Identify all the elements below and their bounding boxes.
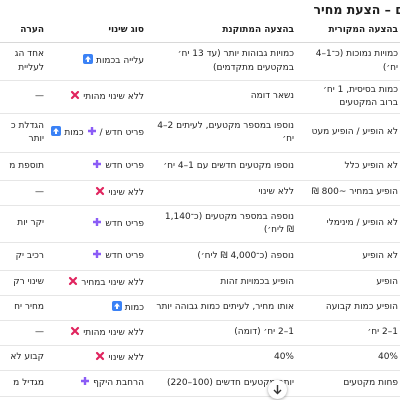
row: לא הופיע / מינימלי נוספה במספר מקטעים (כ…	[0, 205, 400, 243]
row: לא הופיע כלל נוספו מקטעים חדשים עם 1–4 י…	[0, 152, 400, 181]
cell: נוספה במספר מקטעים (כ־1,140 ₪ ליח׳)	[150, 205, 300, 243]
icon-x	[68, 276, 78, 286]
cell: ללא שינוי במחיר	[48, 270, 150, 296]
cell: 40%	[300, 345, 400, 371]
cell: מחיר יח	[0, 295, 48, 321]
row: לא הופיע נוספה (כ־4,000 ₪ ליח׳) פריט חדש…	[0, 242, 400, 271]
column-header: בהצעה המתוקנת	[150, 20, 300, 43]
row: 1–2 יח׳ 1–2 יח׳ (דומה) ללא שינוי מהותי —	[0, 320, 400, 346]
header-row: בהצעה המקורית בהצעה המתוקנת סוג שינוי הע…	[0, 20, 400, 43]
cell: פריט חדש	[48, 205, 150, 243]
cell: נוספו במספר מקטעים, לעיתים 2–4 יח׳	[150, 113, 300, 153]
cell: יקר יות	[0, 205, 48, 243]
row: הופיע כמות קבועה אותו מחיר, לעיתים כמות …	[0, 295, 400, 321]
cell: כמות בסיסית, 1 יח׳ ברוב המקטעים	[300, 80, 400, 114]
cell: כמויות נמוכות (כ־1–4 יח׳)	[300, 42, 400, 81]
row: הופיע הופיע בכמויות זהות ללא שינוי במחיר…	[0, 270, 400, 296]
change-text: ללא שינוי	[108, 187, 144, 198]
cell: הרחבת היקף	[48, 370, 150, 397]
column-header: הערה	[0, 20, 48, 43]
cell: לא הופיע / הופיע מעט	[300, 113, 400, 153]
change-text: כמות	[64, 127, 84, 138]
icon-x	[70, 326, 80, 336]
cell: אותו מחיר, לעיתים כמות גבוהה יותר	[150, 295, 300, 321]
cell: נוספה (כ־4,000 ₪ ליח׳)	[150, 242, 300, 271]
icon-x	[95, 351, 105, 361]
row: כמויות נמוכות (כ־1–4 יח׳) כמויות גבוהות …	[0, 42, 400, 81]
cell: פריט חדש / כמות	[48, 113, 150, 153]
cell: הופיע במחיר ~800 ₪	[300, 180, 400, 206]
cell: ללא שינוי	[48, 345, 150, 371]
scroll-arrow	[273, 385, 282, 395]
cell: מגדיל מ	[0, 370, 48, 397]
title: ם – הצעת מחיר	[313, 2, 400, 17]
change-text: פריט חדש /	[99, 127, 144, 138]
row: פחות מקטעים יותר מקטעים חדשים (100–220) …	[0, 370, 400, 397]
cell: הופיע כמות קבועה	[300, 295, 400, 321]
icon-up	[112, 301, 122, 311]
cell: כמות	[48, 295, 150, 321]
cell: לא הופיע	[300, 242, 400, 271]
icon-x	[70, 90, 80, 100]
cell: —	[0, 320, 48, 346]
column-header: סוג שינוי	[48, 20, 150, 43]
cell: פריט חדש	[48, 152, 150, 181]
change-text: ללא שינוי	[108, 352, 144, 363]
change-text: פריט חדש	[105, 218, 144, 229]
icon-plus	[92, 217, 102, 227]
cell: שינוי רק	[0, 270, 48, 296]
row: כמות בסיסית, 1 יח׳ ברוב המקטעים נשאר דומ…	[0, 80, 400, 114]
cell: רכיב יק	[0, 242, 48, 271]
cell: הגדלת כ יותר	[0, 113, 48, 153]
cell: ללא שינוי	[48, 180, 150, 206]
change-text: עלייה בכמות	[96, 56, 144, 67]
row: הופיע במחיר ~800 ₪ ללא שינוי ללא שינוי —	[0, 180, 400, 206]
change-text: הרחבת היקף	[93, 378, 144, 389]
cell: —	[0, 80, 48, 114]
cell: הופיע בכמויות זהות	[150, 270, 300, 296]
note-line: לעליית	[18, 62, 44, 73]
change-text: פריט חדש	[105, 161, 144, 172]
cell: לא הופיע / מינימלי	[300, 205, 400, 243]
cell: עלייה בכמות	[48, 42, 150, 81]
cell: הופיע	[300, 270, 400, 296]
cell: נשאר דומה	[150, 80, 300, 114]
cell: פחות מקטעים	[300, 370, 400, 397]
cell: ללא שינוי מהותי	[48, 80, 150, 114]
cell: נוספו מקטעים חדשים עם 1–4 יח׳	[150, 152, 300, 181]
change-text: ללא שינוי מהותי	[83, 327, 144, 338]
icon-plus	[92, 159, 102, 169]
cell: ללא שינוי מהותי	[48, 320, 150, 346]
cell: אחד הג לעליית	[0, 42, 48, 81]
icon-plus	[87, 126, 97, 136]
cell: תוספת מ	[0, 152, 48, 181]
cell: 40%	[150, 345, 300, 371]
icon-up	[83, 54, 93, 64]
change-text: ללא שינוי במחיר	[81, 277, 144, 288]
cell: קבוע לא	[0, 345, 48, 371]
cell: כמויות גבוהות יותר (עד 13 יח׳ במקטעים מת…	[150, 42, 300, 81]
cell: פריט חדש	[48, 242, 150, 271]
row: לא הופיע / הופיע מעט נוספו במספר מקטעים,…	[0, 113, 400, 153]
change-text: ללא שינוי מהותי	[83, 91, 144, 102]
icon-plus	[80, 376, 90, 386]
cell: 1–2 יח׳ (דומה)	[150, 320, 300, 346]
column-header: בהצעה המקורית	[300, 20, 400, 43]
change-text: פריט חדש	[105, 251, 144, 262]
icon-x	[95, 186, 105, 196]
cell: —	[0, 180, 48, 206]
cell: ללא שינוי	[150, 180, 300, 206]
note-line: הגדלת כ	[10, 120, 44, 131]
row: 40% 40% ללא שינוי קבוע לא	[0, 345, 400, 371]
cell: 1–2 יח׳	[300, 320, 400, 346]
note-line: אחד הג	[14, 49, 44, 60]
scroll-down-button[interactable]	[268, 380, 287, 399]
comparison-table: בהצעה המקורית בהצעה המתוקנת סוג שינוי הע…	[0, 20, 400, 397]
icon-plus	[92, 249, 102, 259]
note-line: יותר	[28, 134, 44, 144]
change-text: כמות	[124, 302, 144, 313]
cell: לא הופיע כלל	[300, 152, 400, 181]
icon-up	[51, 126, 61, 136]
